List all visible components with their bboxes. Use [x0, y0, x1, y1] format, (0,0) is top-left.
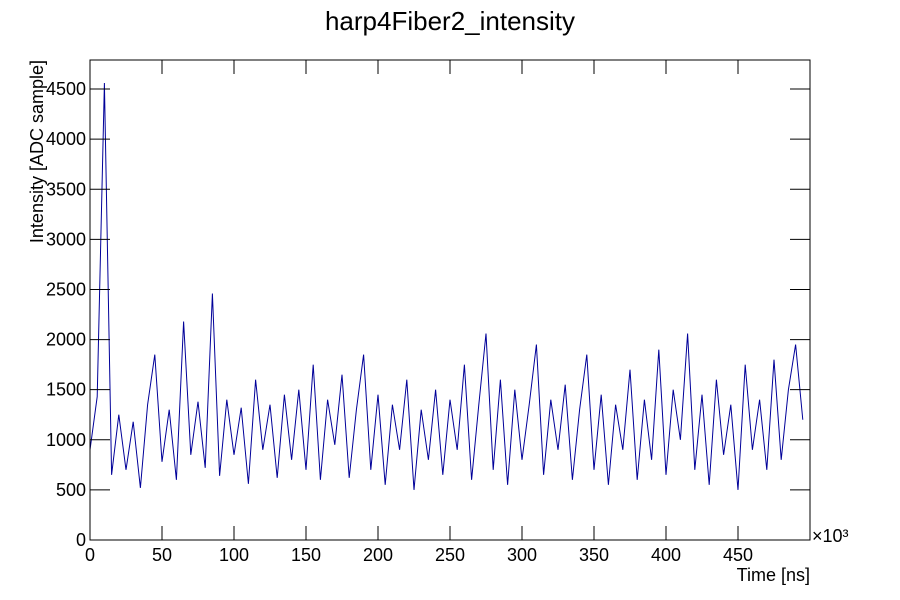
- y-tick-label: 4500: [46, 79, 86, 99]
- y-tick-label: 2000: [46, 330, 86, 350]
- x-tick-label: 250: [435, 545, 465, 565]
- chart-title: harp4Fiber2_intensity: [325, 6, 575, 36]
- y-tick-label: 1500: [46, 380, 86, 400]
- y-tick-label: 1000: [46, 430, 86, 450]
- x-tick-label: 50: [152, 545, 172, 565]
- x-tick-label: 100: [219, 545, 249, 565]
- x-tick-label: 450: [723, 545, 753, 565]
- x-tick-label: 400: [651, 545, 681, 565]
- x-tick-label: 0: [85, 545, 95, 565]
- y-tick-label: 4000: [46, 129, 86, 149]
- x-axis-label: Time [ns]: [737, 565, 810, 585]
- x-tick-label: 350: [579, 545, 609, 565]
- y-tick-label: 3000: [46, 229, 86, 249]
- y-tick-label: 500: [56, 480, 86, 500]
- y-tick-label: 2500: [46, 279, 86, 299]
- data-line: [89, 83, 804, 490]
- y-axis-label: Intensity [ADC sample]: [27, 60, 47, 243]
- y-tick-label: 0: [76, 530, 86, 550]
- x-tick-label: 150: [291, 545, 321, 565]
- y-tick-label: 3500: [46, 179, 86, 199]
- x-tick-label: 200: [363, 545, 393, 565]
- x-multiplier: ×10³: [812, 526, 849, 546]
- x-tick-label: 300: [507, 545, 537, 565]
